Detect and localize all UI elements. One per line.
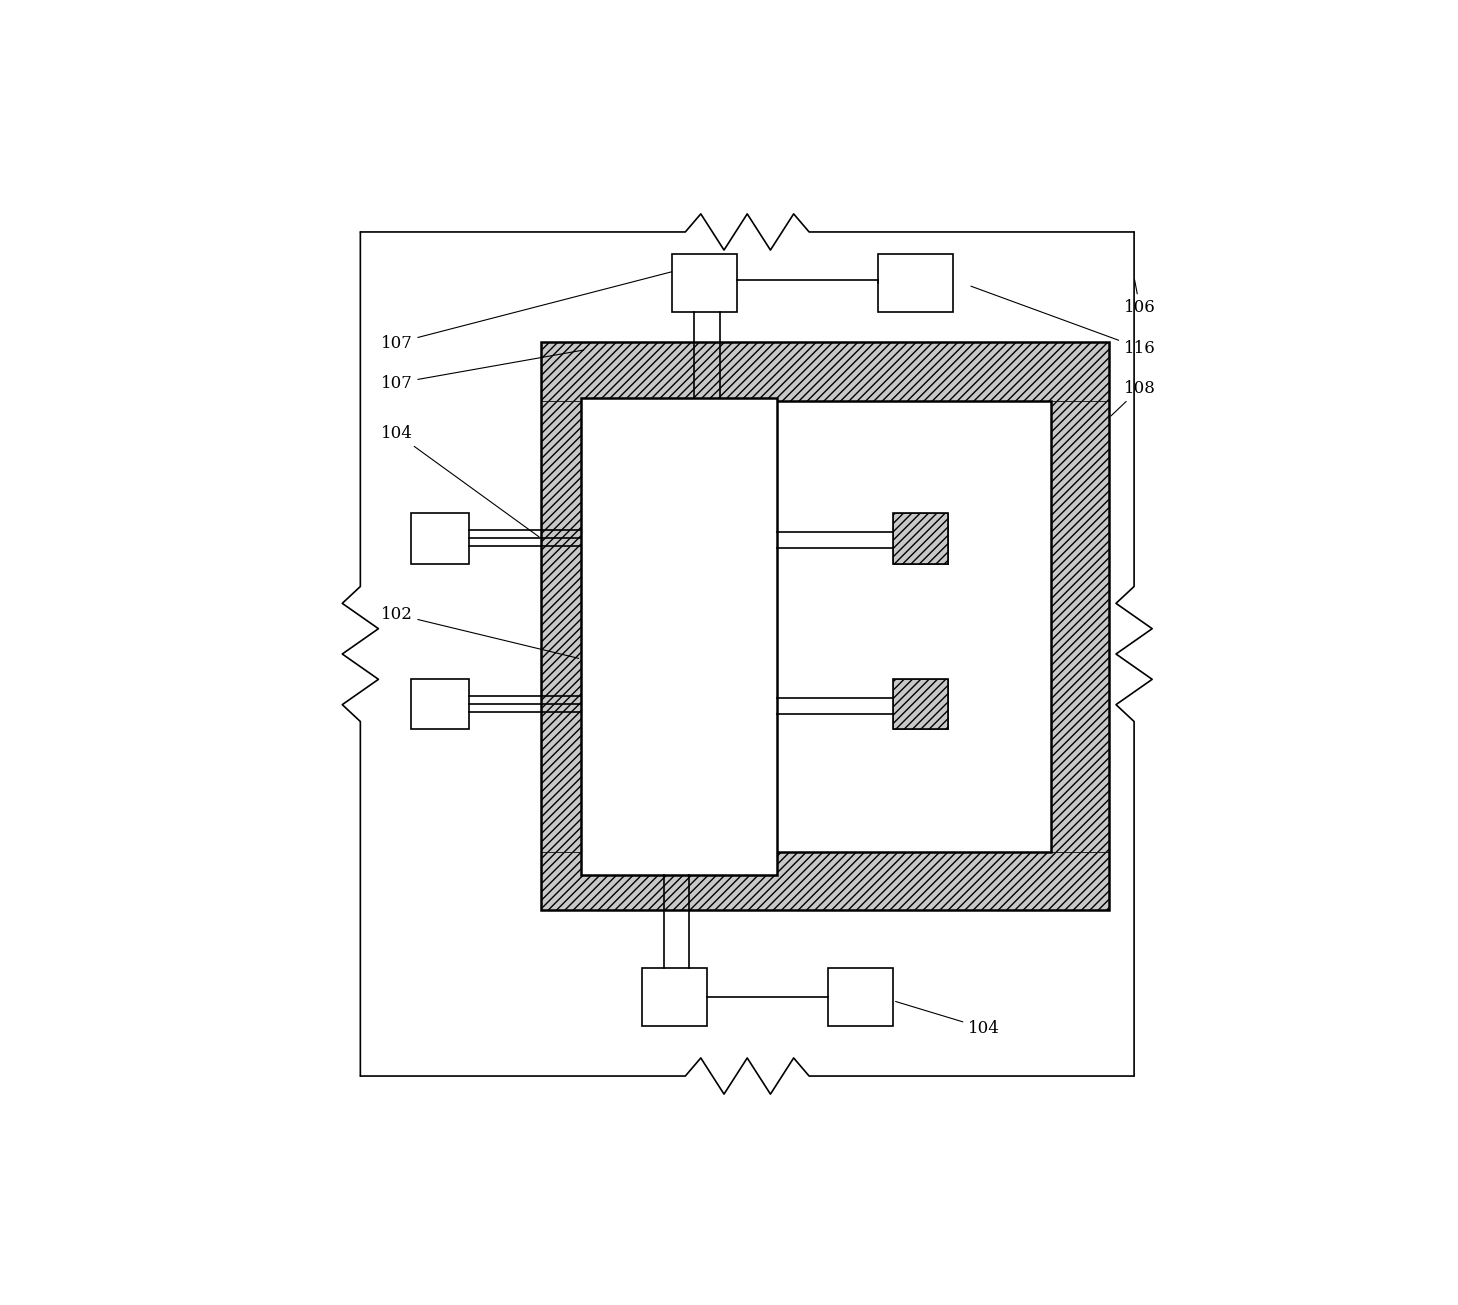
Text: 107: 107 <box>381 270 679 351</box>
Text: 116: 116 <box>971 286 1156 356</box>
Text: 106: 106 <box>1124 279 1156 316</box>
Bar <box>541 342 1110 401</box>
Bar <box>828 967 892 1026</box>
Text: 108: 108 <box>1111 380 1156 416</box>
Text: 104: 104 <box>381 425 539 536</box>
Bar <box>1051 401 1110 852</box>
Bar <box>599 401 1051 852</box>
Bar <box>642 967 707 1026</box>
Bar <box>892 513 948 564</box>
Bar <box>411 679 469 729</box>
Bar <box>541 401 599 852</box>
Bar <box>892 513 948 564</box>
Bar <box>582 398 777 876</box>
Bar <box>411 513 469 564</box>
Bar <box>541 852 1110 911</box>
Text: 104: 104 <box>895 1001 1000 1037</box>
Text: 107: 107 <box>381 350 583 392</box>
Bar <box>892 679 948 729</box>
Bar <box>541 342 1110 911</box>
Bar <box>672 254 738 312</box>
Text: 102: 102 <box>381 606 579 659</box>
Bar <box>878 254 954 312</box>
Bar <box>892 679 948 729</box>
